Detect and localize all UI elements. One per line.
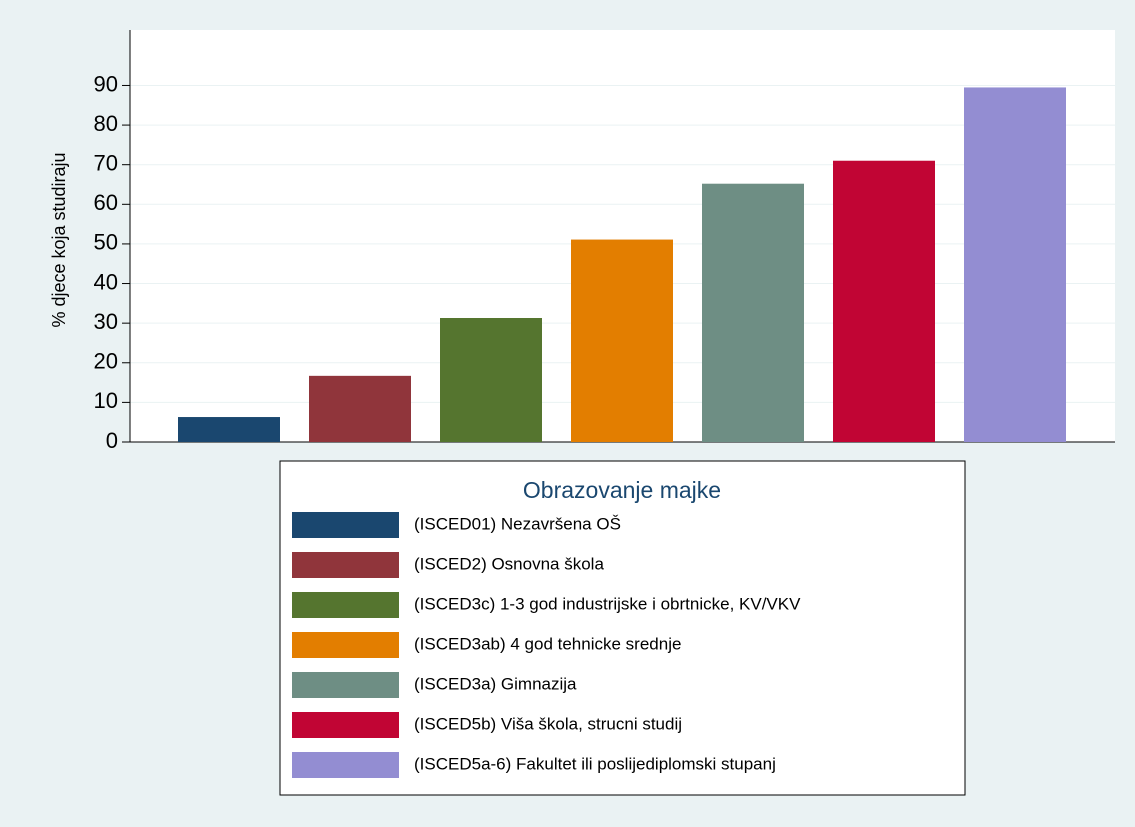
- legend-label: (ISCED2) Osnovna škola: [414, 554, 604, 573]
- bar: [440, 318, 542, 442]
- y-tick-label: 80: [94, 111, 118, 136]
- legend-label: (ISCED3ab) 4 god tehnicke srednje: [414, 634, 681, 653]
- legend-swatch: [292, 632, 399, 658]
- legend-swatch: [292, 552, 399, 578]
- legend-swatch: [292, 592, 399, 618]
- bar: [178, 417, 280, 442]
- legend-title: Obrazovanje majke: [523, 477, 721, 503]
- y-tick-label: 20: [94, 349, 118, 374]
- legend-label: (ISCED01) Nezavršena OŠ: [414, 514, 621, 533]
- y-tick-label: 10: [94, 388, 118, 413]
- bar: [702, 183, 804, 442]
- y-tick-label: 70: [94, 151, 118, 176]
- legend-label: (ISCED5b) Viša škola, strucni studij: [414, 714, 682, 733]
- bar: [833, 160, 935, 442]
- y-axis-label: % djece koja studiraju: [49, 152, 69, 327]
- legend-label: (ISCED3c) 1-3 god industrijske i obrtnic…: [414, 594, 801, 613]
- y-tick-label: 0: [106, 428, 118, 453]
- legend-swatch: [292, 752, 399, 778]
- legend-swatch: [292, 672, 399, 698]
- legend-swatch: [292, 712, 399, 738]
- y-tick-label: 30: [94, 309, 118, 334]
- legend-label: (ISCED3a) Gimnazija: [414, 674, 577, 693]
- bar: [309, 375, 411, 442]
- legend-swatch: [292, 512, 399, 538]
- legend-box: [279, 460, 966, 796]
- legend-label: (ISCED5a-6) Fakultet ili poslijediplomsk…: [414, 754, 776, 773]
- y-tick-label: 90: [94, 71, 118, 96]
- y-tick-label: 60: [94, 190, 118, 215]
- y-tick-label: 40: [94, 269, 118, 294]
- bar: [964, 87, 1066, 442]
- y-tick-label: 50: [94, 230, 118, 255]
- bar: [571, 239, 673, 442]
